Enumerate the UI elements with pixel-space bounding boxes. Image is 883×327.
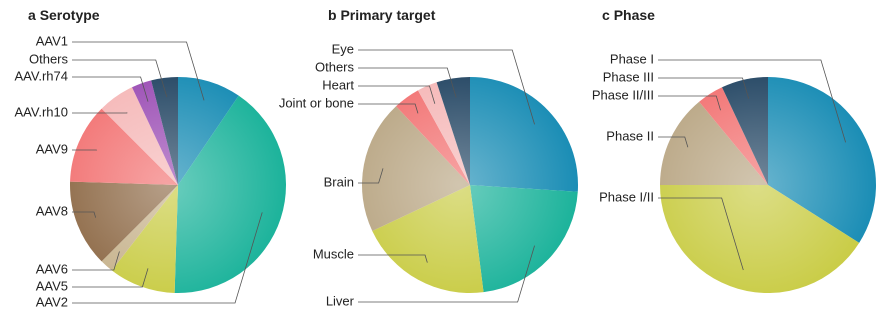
- title-text: Primary target: [340, 7, 435, 23]
- leader-line: [658, 197, 744, 271]
- leader-line: [358, 245, 535, 303]
- pie: [70, 77, 286, 294]
- pie-shading: [70, 77, 286, 293]
- panel-label: b: [328, 7, 337, 23]
- slice-label: Phase I: [610, 51, 654, 66]
- leader-line: [72, 59, 168, 98]
- leader-line: [658, 59, 846, 143]
- slice-label: AAV1: [36, 33, 68, 48]
- slice-label: Muscle: [313, 246, 354, 261]
- slice-label: Others: [29, 51, 69, 66]
- leader-line: [658, 77, 750, 99]
- slice-label: Phase III: [603, 69, 654, 84]
- pie-shading: [362, 77, 578, 293]
- leader-line: [72, 268, 149, 288]
- slice-label: AAV5: [36, 278, 68, 293]
- slice-label: AAV2: [36, 294, 68, 309]
- slice-label: Heart: [322, 77, 354, 92]
- pie-shading: [660, 77, 876, 293]
- slice-label: Phase I/II: [599, 189, 654, 204]
- leader-line: [358, 67, 457, 98]
- leader-line: [72, 41, 205, 101]
- leader-line: [658, 95, 721, 111]
- chart-title: c Phase: [602, 7, 655, 23]
- slice-label: Others: [315, 59, 355, 74]
- slice-label: AAV6: [36, 261, 68, 276]
- slice-label: Phase II/III: [592, 87, 654, 102]
- leader-line: [358, 49, 535, 125]
- slice-label: Eye: [332, 41, 354, 56]
- slice-label: AAV8: [36, 203, 68, 218]
- panel-label: a: [28, 7, 36, 23]
- title-text: Phase: [614, 7, 655, 23]
- leader-line: [358, 168, 384, 184]
- title-text: Serotype: [40, 7, 100, 23]
- slice-label: AAV.rh10: [15, 104, 69, 119]
- leader-line: [72, 76, 149, 102]
- chart-title: b Primary target: [328, 7, 436, 23]
- panel-label: c: [602, 7, 610, 23]
- leader-line: [358, 254, 428, 263]
- slice-label: AAV9: [36, 141, 68, 156]
- leader-line: [358, 103, 419, 114]
- slice-label: Phase II: [606, 128, 654, 143]
- leader-line: [72, 251, 120, 271]
- leader-line: [358, 85, 436, 104]
- leader-line: [72, 211, 97, 218]
- leader-line: [658, 136, 689, 148]
- pie: [362, 77, 578, 293]
- slice-label: Brain: [324, 174, 354, 189]
- slice-label: AAV.rh74: [15, 68, 69, 83]
- slice-label: Liver: [326, 293, 355, 308]
- slice-label: Joint or bone: [279, 95, 354, 110]
- leader-line: [72, 212, 263, 304]
- chart-title: a Serotype: [28, 7, 100, 23]
- pie: [660, 77, 877, 293]
